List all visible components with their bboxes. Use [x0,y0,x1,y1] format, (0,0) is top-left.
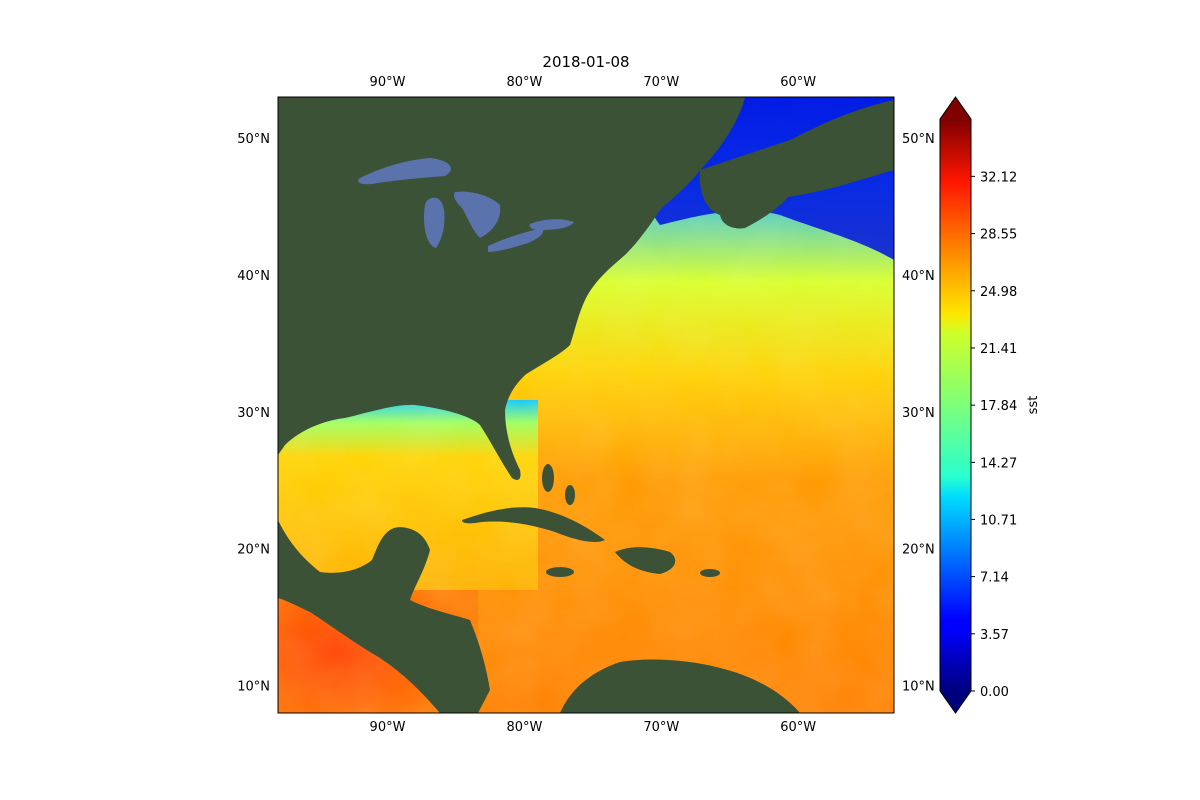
colorbar-tick-label: 0.00 [980,685,1009,700]
cuba-land [462,507,605,543]
latitude-label-right: 50°N [902,132,935,147]
colorbar-tick-label: 21.41 [980,342,1017,357]
latitude-label-left: 20°N [237,543,270,558]
longitude-label-bottom: 80°W [506,720,542,735]
lake-ontario [529,219,574,230]
longitude-label-top: 90°W [370,75,406,90]
colorbar-tick-label: 7.14 [980,571,1009,586]
colorbar-gradient [940,119,971,691]
longitude-labels-top: 90°W 80°W 70°W 60°W [370,75,817,90]
lake-huron [453,191,501,238]
latitude-label-left: 30°N [237,406,270,421]
latitude-label-right: 40°N [902,269,935,284]
maritimes-land [699,100,894,215]
latitude-label-left: 50°N [237,132,270,147]
latitude-label-left: 40°N [237,269,270,284]
longitude-labels-bottom: 90°W 80°W 70°W 60°W [370,720,817,735]
map-panel [278,97,894,713]
longitude-label-top: 80°W [506,75,542,90]
longitude-label-bottom: 70°W [643,720,679,735]
longitude-label-top: 60°W [780,75,816,90]
map-frame [277,96,895,714]
longitude-label-bottom: 60°W [780,720,816,735]
nova-scotia-land [720,185,795,229]
jamaica-land [546,567,574,577]
latitude-label-right: 20°N [902,543,935,558]
latitude-label-right: 30°N [902,406,935,421]
south-america-land [560,659,800,713]
colorbar-ticks: 0.00 3.57 7.14 10.71 14.27 17.84 21.41 24.98 28.… [971,170,1017,700]
longitude-label-bottom: 90°W [370,720,406,735]
latitude-label-right: 10°N [902,680,935,695]
bahamas-land [542,464,554,492]
mexico-central-america-land [278,520,490,713]
colorbar-tick-label: 3.57 [980,628,1009,643]
colorbar-extend-max [940,97,971,119]
north-america-land [278,97,745,480]
longitude-label-top: 70°W [643,75,679,90]
puerto-rico-land [700,569,720,577]
hispaniola-land [615,547,676,574]
lake-michigan [424,197,445,248]
colorbar-tick-label: 17.84 [980,399,1017,414]
chart-title: 2018-01-08 [542,53,629,71]
colorbar-tick-label: 14.27 [980,456,1017,471]
colorbar-tick-label: 28.55 [980,228,1017,243]
colorbar-tick-label: 24.98 [980,285,1017,300]
lake-erie [488,228,544,252]
colorbar: 0.00 3.57 7.14 10.71 14.27 17.84 21.41 24.98 28.… [939,96,1041,714]
lake-superior [358,158,451,185]
colorbar-extend-min [940,691,971,713]
latitude-label-left: 10°N [237,680,270,695]
latitude-labels-left: 50°N 40°N 30°N 20°N 10°N [237,132,270,695]
colorbar-tick-label: 32.12 [980,170,1017,185]
colorbar-label: sst [1026,396,1041,415]
latitude-labels-right: 50°N 40°N 30°N 20°N 10°N [902,132,935,695]
bahamas-land-2 [565,485,575,505]
colorbar-tick-label: 10.71 [980,513,1017,528]
